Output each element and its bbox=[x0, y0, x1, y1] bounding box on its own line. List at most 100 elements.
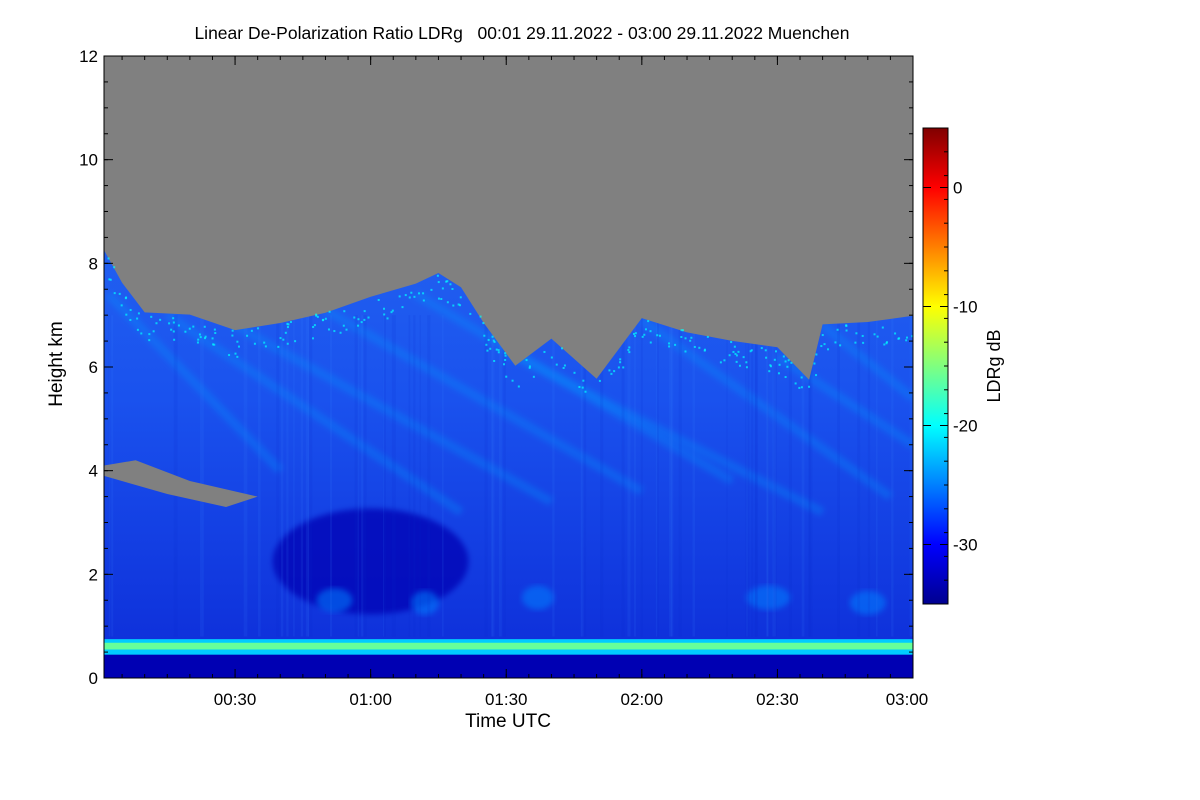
cloud-top-speckle bbox=[905, 339, 908, 342]
cloud-top-speckle bbox=[118, 292, 121, 295]
cloud-top-speckle bbox=[495, 348, 498, 351]
cloud-top-speckle bbox=[418, 292, 421, 295]
cloud-top-speckle bbox=[706, 335, 709, 338]
cloud-top-speckle bbox=[782, 355, 785, 358]
column-texture bbox=[309, 315, 313, 637]
cloud-top-speckle bbox=[459, 296, 462, 299]
cloud-top-speckle bbox=[668, 342, 671, 345]
cloud-top-speckle bbox=[322, 318, 325, 321]
cloud-top-speckle bbox=[452, 304, 455, 307]
cloud-top-speckle bbox=[658, 334, 661, 337]
column-texture bbox=[773, 315, 777, 637]
cloud-top-speckle bbox=[528, 366, 531, 369]
cloud-top-speckle bbox=[246, 334, 249, 337]
cloud-top-speckle bbox=[457, 303, 460, 306]
column-texture bbox=[305, 315, 309, 637]
column-texture bbox=[200, 315, 203, 637]
cloud-top-speckle bbox=[573, 371, 576, 374]
cloud-top-speckle bbox=[760, 347, 763, 350]
cloud-top-speckle bbox=[286, 342, 289, 345]
cloud-top-speckle bbox=[905, 336, 908, 339]
cloud-top-speckle bbox=[628, 346, 631, 349]
cloud-top-speckle bbox=[745, 366, 748, 369]
cloud-top-speckle bbox=[188, 327, 191, 330]
cloud-top-speckle bbox=[881, 326, 884, 329]
cloud-top-speckle bbox=[873, 333, 876, 336]
cloud-top-speckle bbox=[383, 307, 386, 310]
cloud-top-speckle bbox=[543, 350, 546, 353]
column-texture bbox=[692, 315, 696, 637]
cloud-top-speckle bbox=[487, 338, 490, 341]
cloud-top-speckle bbox=[168, 322, 171, 325]
cloud-top-speckle bbox=[815, 374, 818, 377]
y-tick-label: 0 bbox=[89, 669, 98, 688]
cloud-top-speckle bbox=[525, 359, 528, 362]
cloud-top-speckle bbox=[357, 318, 360, 321]
cloud-top-speckle bbox=[584, 390, 587, 393]
cloud-top-speckle bbox=[231, 329, 234, 332]
cloud-top-speckle bbox=[173, 338, 176, 341]
column-texture bbox=[754, 315, 758, 637]
cloud-top-speckle bbox=[263, 341, 266, 344]
cloud-top-speckle bbox=[446, 280, 449, 283]
cloud-top-speckle bbox=[634, 335, 637, 338]
column-texture bbox=[857, 315, 861, 637]
cloud-top-speckle bbox=[236, 355, 239, 358]
x-tick-label: 02:30 bbox=[756, 690, 799, 709]
cloud-top-speckle bbox=[821, 334, 824, 337]
cloud-top-speckle bbox=[769, 365, 772, 368]
cloud-top-speckle bbox=[250, 329, 253, 332]
cloud-top-speckle bbox=[159, 318, 162, 321]
cloud-top-speckle bbox=[876, 335, 879, 338]
fall-streak bbox=[819, 322, 913, 402]
cloud-top-speckle bbox=[203, 337, 206, 340]
cloud-top-speckle bbox=[360, 321, 363, 324]
cloud-top-speckle bbox=[503, 363, 506, 366]
cloud-top-speckle bbox=[492, 339, 495, 342]
cloud-top-speckle bbox=[680, 335, 683, 338]
cloud-top-speckle bbox=[155, 322, 158, 325]
column-texture bbox=[357, 315, 359, 637]
cloud-top-speckle bbox=[834, 341, 837, 344]
cloud-top-speckle bbox=[778, 363, 781, 366]
cloud-top-speckle bbox=[289, 321, 292, 324]
cloud-top-speckle bbox=[489, 347, 492, 350]
cloud-top-speckle bbox=[497, 351, 500, 354]
column-texture bbox=[891, 315, 894, 637]
cloud-top-speckle bbox=[256, 327, 259, 330]
cloud-top-speckle bbox=[377, 299, 380, 302]
low-cloud bbox=[746, 585, 791, 610]
cloud-top-speckle bbox=[413, 295, 416, 298]
cloud-top-speckle bbox=[264, 345, 267, 348]
column-texture bbox=[286, 315, 289, 637]
column-texture bbox=[656, 315, 659, 637]
cloud-top-speckle bbox=[619, 358, 622, 361]
column-texture bbox=[867, 315, 871, 637]
cloud-top-speckle bbox=[684, 337, 687, 340]
cloud-top-speckle bbox=[422, 292, 425, 295]
column-texture bbox=[382, 315, 384, 637]
cloud-top-speckle bbox=[284, 331, 287, 334]
cloud-top-speckle bbox=[313, 324, 316, 327]
cloud-top-speckle bbox=[862, 341, 865, 344]
cloud-top-speckle bbox=[150, 315, 153, 318]
cloud-top-speckle bbox=[854, 341, 857, 344]
cloud-top-speckle bbox=[459, 304, 462, 307]
cloud-top-speckle bbox=[172, 317, 175, 320]
cloud-top-speckle bbox=[798, 386, 801, 389]
cloud-top-speckle bbox=[703, 348, 706, 351]
column-texture bbox=[621, 315, 625, 637]
cloud-top-speckle bbox=[152, 330, 155, 333]
cloud-top-speckle bbox=[184, 330, 187, 333]
fall-streak bbox=[774, 352, 913, 449]
column-texture bbox=[354, 315, 359, 637]
cloud-top-speckle bbox=[213, 343, 216, 346]
y-tick-label: 12 bbox=[79, 47, 98, 66]
cloud-top-speckle bbox=[177, 324, 180, 327]
cloud-top-speckle bbox=[723, 359, 726, 362]
cloud-top-speckle bbox=[800, 386, 803, 389]
cloud-top-speckle bbox=[109, 278, 112, 281]
cloud-top-speckle bbox=[486, 349, 489, 352]
colorbar-tick-label: -20 bbox=[953, 417, 978, 436]
